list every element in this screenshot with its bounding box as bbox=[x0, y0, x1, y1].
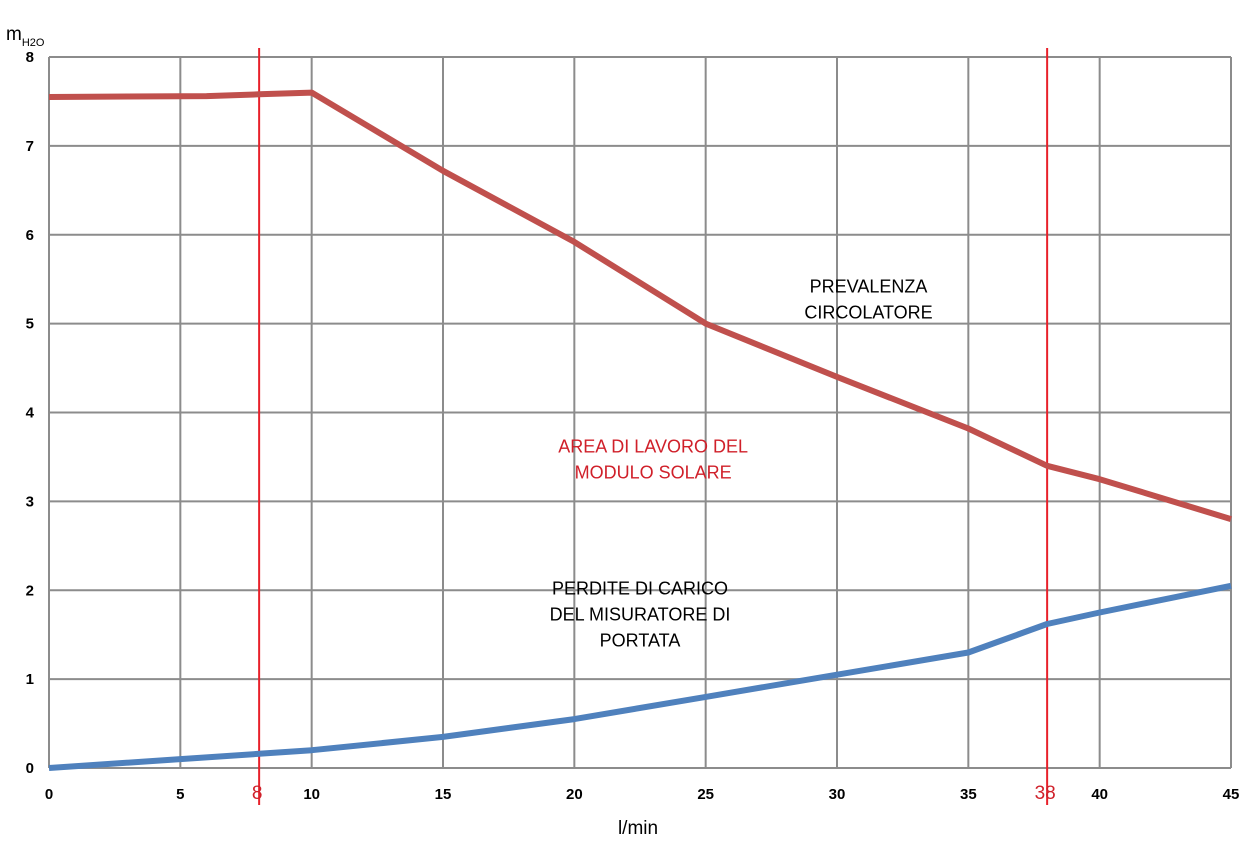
series-line-2 bbox=[48, 582, 1232, 771]
x-tick-label: 10 bbox=[303, 786, 320, 803]
y-tick-label: 7 bbox=[26, 138, 34, 155]
x-tick-label: 45 bbox=[1223, 786, 1240, 803]
annotation-line: AREA DI LAVORO DEL bbox=[558, 436, 748, 456]
vertical-marker-label: 8 bbox=[252, 783, 263, 804]
annotation: PREVALENZA CIRCOLATORE bbox=[804, 277, 932, 323]
x-axis-label: l/min bbox=[618, 818, 658, 839]
x-tick-label: 0 bbox=[45, 786, 53, 803]
y-axis-label-sub: H2O bbox=[22, 37, 45, 49]
y-tick-label: 2 bbox=[26, 582, 34, 599]
series-line-1 bbox=[48, 89, 1232, 522]
annotation: AREA DI LAVORO DEL MODULO SOLARE bbox=[558, 436, 748, 482]
y-tick-label: 8 bbox=[26, 49, 34, 66]
annotation-line: PERDITE DI CARICO bbox=[552, 579, 728, 599]
x-tick-label: 40 bbox=[1091, 786, 1108, 803]
annotation-line: CIRCOLATORE bbox=[804, 303, 932, 323]
x-tick-label: 5 bbox=[176, 786, 184, 803]
x-tick-label: 15 bbox=[435, 786, 452, 803]
y-tick-label: 6 bbox=[26, 227, 34, 244]
y-tick-label: 5 bbox=[26, 316, 34, 333]
series-lines bbox=[48, 89, 1232, 771]
grid bbox=[48, 56, 1232, 769]
annotation-line: PORTATA bbox=[600, 631, 681, 651]
y-tick-label: 4 bbox=[26, 405, 35, 422]
y-tick-label: 0 bbox=[26, 760, 34, 777]
annotations: PREVALENZA CIRCOLATORE AREA DI LAVORO DEL M… bbox=[550, 277, 933, 651]
annotation-line: DEL MISURATORE DI bbox=[550, 605, 731, 625]
y-tick-label: 1 bbox=[26, 671, 34, 688]
annotation: PERDITE DI CARICO DEL MISURATORE DI PORTAT… bbox=[550, 579, 731, 651]
y-tick-label: 3 bbox=[26, 493, 34, 510]
annotation-line: MODULO SOLARE bbox=[575, 462, 732, 482]
x-tick-label: 30 bbox=[829, 786, 846, 803]
x-tick-label: 20 bbox=[566, 786, 583, 803]
x-tick-label: 25 bbox=[697, 786, 714, 803]
y-axis-label-main: m bbox=[6, 24, 22, 45]
vertical-marker-label: 38 bbox=[1035, 783, 1056, 804]
x-tick-label: 35 bbox=[960, 786, 977, 803]
annotation-line: PREVALENZA bbox=[810, 277, 928, 297]
y-axis-label: mH2O bbox=[6, 24, 45, 49]
vertical-markers: 8 38 bbox=[252, 48, 1056, 805]
